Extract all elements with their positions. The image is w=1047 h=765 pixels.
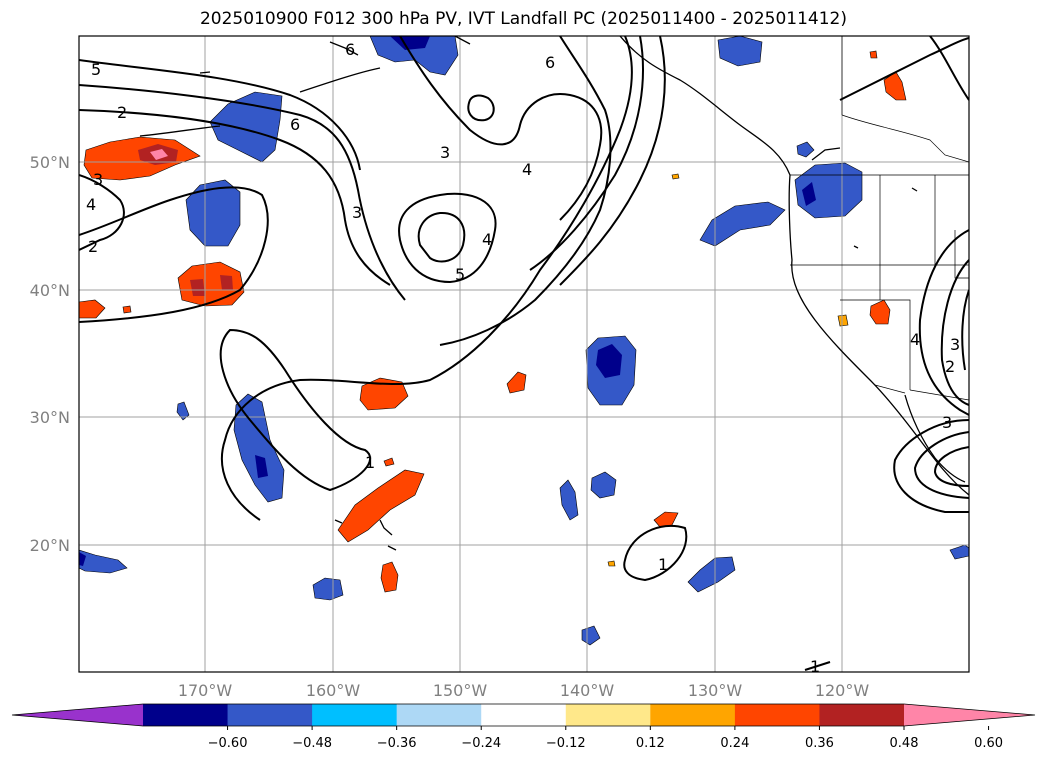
contour-label: 1: [810, 657, 820, 676]
map-frame: [78, 35, 970, 673]
latitude-labels: 50°N 40°N 30°N 20°N: [30, 153, 70, 555]
positive-anomaly-regions: [79, 50, 907, 593]
figure-title: 2025010900 F012 300 hPa PV, IVT Landfall…: [199, 9, 847, 29]
colorbar-segment: [481, 704, 567, 726]
colorbar-segment: [227, 704, 313, 726]
contour-label: 6: [345, 40, 355, 59]
colorbar: −0.60 −0.48 −0.36 −0.24 −0.12 0.12 0.24 0.36 0.4…: [11, 703, 1036, 751]
contour-label: 6: [290, 115, 300, 134]
contour-label: 1: [658, 555, 668, 574]
contour-label: 3: [942, 413, 952, 432]
contour-label: 5: [91, 60, 101, 79]
contour-label: 3: [352, 203, 362, 222]
contour-label: 3: [440, 143, 450, 162]
contour-label: 2: [88, 237, 98, 256]
contour-label: 4: [522, 160, 532, 179]
colorbar-tick-label: 0.24: [720, 736, 749, 751]
lat-label: 30°N: [30, 408, 70, 427]
negative-anomaly-regions: [79, 36, 969, 646]
lon-label: 170°W: [178, 681, 233, 700]
colorbar-tick-label: 0.60: [974, 736, 1003, 751]
colorbar-extend-max: [904, 704, 1035, 726]
colorbar-segment: [734, 704, 820, 726]
colorbar-tick-label: −0.36: [377, 736, 417, 751]
colorbar-tick-label: −0.48: [292, 736, 332, 751]
lat-label: 40°N: [30, 281, 70, 300]
contour-label: 2: [945, 357, 955, 376]
lat-label: 50°N: [30, 153, 70, 172]
lon-label: 120°W: [815, 681, 870, 700]
contour-label: 3: [950, 335, 960, 354]
contour-label: 3: [93, 170, 103, 189]
colorbar-tick-label: 0.48: [890, 736, 919, 751]
lon-label: 150°W: [433, 681, 488, 700]
lon-label: 160°W: [306, 681, 361, 700]
political-borders: [790, 36, 969, 401]
map-background: [79, 36, 969, 672]
contour-label: 4: [482, 230, 492, 249]
lon-label: 140°W: [560, 681, 615, 700]
colorbar-tick-label: −0.60: [208, 736, 248, 751]
longitude-labels: 170°W 160°W 150°W 140°W 130°W 120°W: [178, 681, 870, 700]
map-gridlines: [79, 36, 969, 672]
lat-label: 20°N: [30, 536, 70, 555]
pv-contours: [79, 36, 969, 671]
lon-label: 130°W: [688, 681, 743, 700]
colorbar-tick-label: 0.12: [636, 736, 665, 751]
contour-label: 1: [365, 453, 375, 472]
contour-label: 2: [117, 103, 127, 122]
colorbar-tick-label: −0.12: [546, 736, 586, 751]
colorbar-segment: [143, 704, 229, 726]
colorbar-segment: [312, 704, 398, 726]
colorbar-segment: [396, 704, 482, 726]
coastlines: [139, 36, 969, 551]
colorbar-tick-label: −0.24: [461, 736, 501, 751]
contour-label: 4: [86, 195, 96, 214]
contour-labels: 5 2 3 4 2 6 6 3 3 4 6 5 4 1 1 4 3 2 3 1: [86, 40, 960, 676]
colorbar-segment: [565, 704, 651, 726]
map-content: 5 2 3 4 2 6 6 3 3 4 6 5 4 1 1 4 3 2 3 1: [79, 36, 969, 676]
colorbar-segment: [819, 704, 905, 726]
contour-label: 5: [455, 265, 465, 284]
contour-label: 4: [910, 330, 920, 349]
colorbar-extend-min: [12, 704, 143, 726]
colorbar-segment: [650, 704, 736, 726]
colorbar-outline: [11, 703, 1036, 727]
colorbar-tick-label: 0.36: [805, 736, 834, 751]
contour-label: 6: [545, 53, 555, 72]
